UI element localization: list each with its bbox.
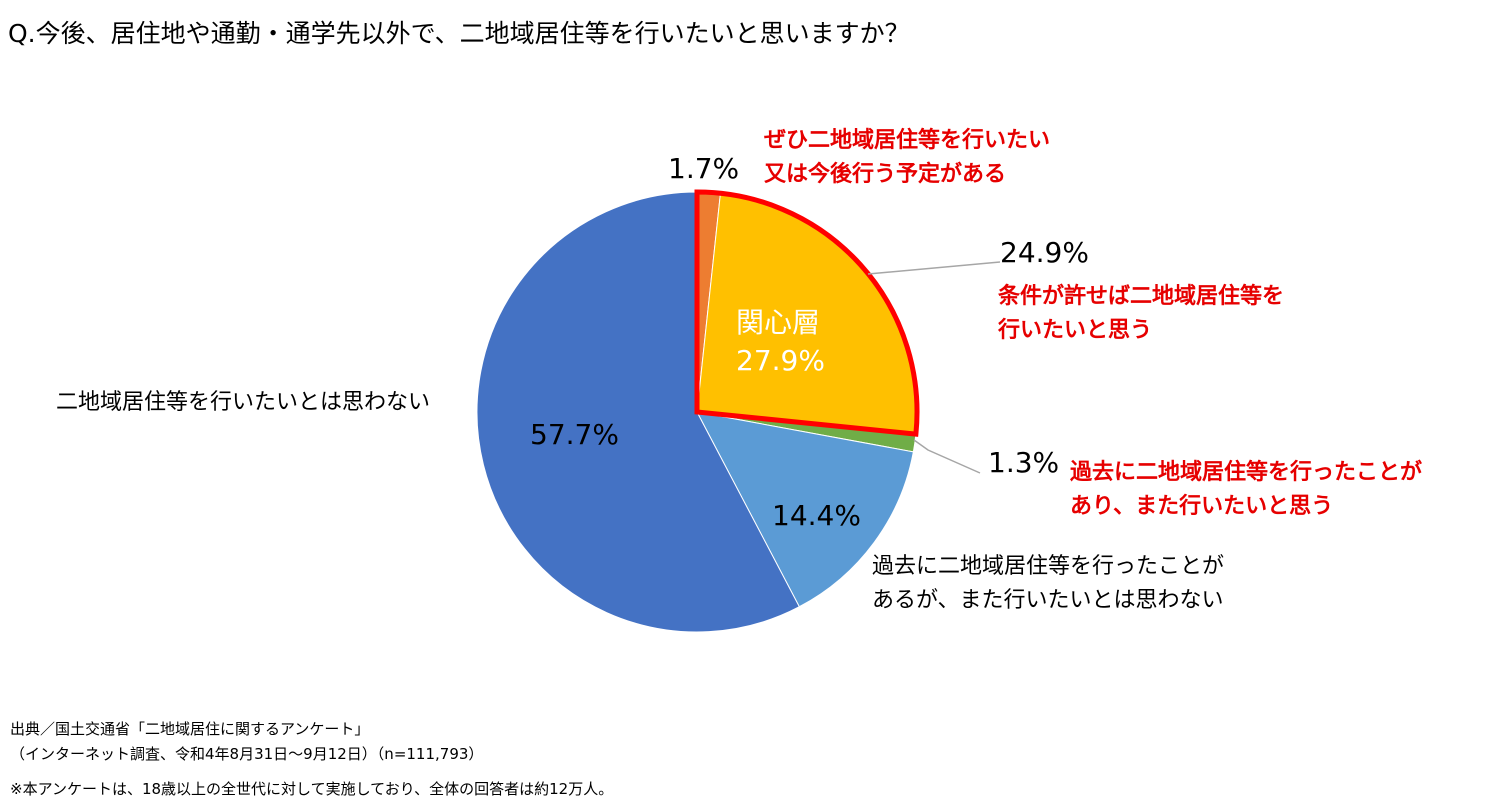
category-label-not-want: 二地域居住等を行いたいとは思わない (56, 390, 431, 415)
interest-group-label: 関心層 27.9% (736, 304, 825, 380)
chart-title: Q.今後、居住地や通勤・通学先以外で、二地域居住等を行いたいと思いますか？ (8, 19, 910, 48)
slice-label-14-4: 14.4% (772, 499, 861, 532)
category-label-past-not-again: 過去に二地域居住等を行ったことが あるが、また行いたいとは思わない (872, 550, 1224, 618)
interest-group-outline (694, 189, 920, 437)
category-label-past-again: 過去に二地域居住等を行ったことが あり、また行いたいと思う (1070, 456, 1422, 524)
slice-past-not-again (696, 411, 914, 608)
respondent-note: ※本アンケートは、18歳以上の全世代に対して実施しており、全体の回答者は約12万… (10, 780, 614, 798)
leader-line-24-9 (867, 261, 1001, 275)
survey-note: （インターネット調査、令和4年8月31日～9月12日）（n=111,793） (10, 745, 484, 763)
interest-group-value: 27.9% (736, 344, 825, 377)
category-label-conditional: 条件が許せば二地域居住等を 行いたいと思う (998, 280, 1284, 348)
slice-label-57-7: 57.7% (530, 418, 619, 451)
category-label-line: 行いたいと思う (998, 318, 1153, 343)
slice-not-want (476, 191, 801, 633)
category-label-line: 又は今後行う予定がある (764, 162, 1007, 187)
category-label-line: 過去に二地域居住等を行ったことが (872, 554, 1225, 579)
category-label-line: 過去に二地域居住等を行ったことが (1070, 460, 1423, 485)
interest-group-name: 関心層 (736, 306, 821, 339)
category-label-definitely: ぜひ二地域居住等を行いたい 又は今後行う予定がある (764, 124, 1050, 192)
source-note: 出典／国土交通省「二地域居住に関するアンケート」 (10, 720, 370, 738)
slice-label-1-7: 1.7% (668, 152, 740, 185)
category-label-line: あるが、また行いたいとは思わない (872, 588, 1224, 613)
category-label-line: あり、また行いたいと思う (1070, 494, 1334, 519)
leader-line-1-3 (913, 439, 981, 474)
category-label-line: 条件が許せば二地域居住等を (998, 284, 1285, 309)
category-label-line: ぜひ二地域居住等を行いたい (764, 128, 1051, 153)
slice-label-24-9: 24.9% (1000, 236, 1089, 269)
slice-label-1-3: 1.3% (988, 446, 1060, 479)
